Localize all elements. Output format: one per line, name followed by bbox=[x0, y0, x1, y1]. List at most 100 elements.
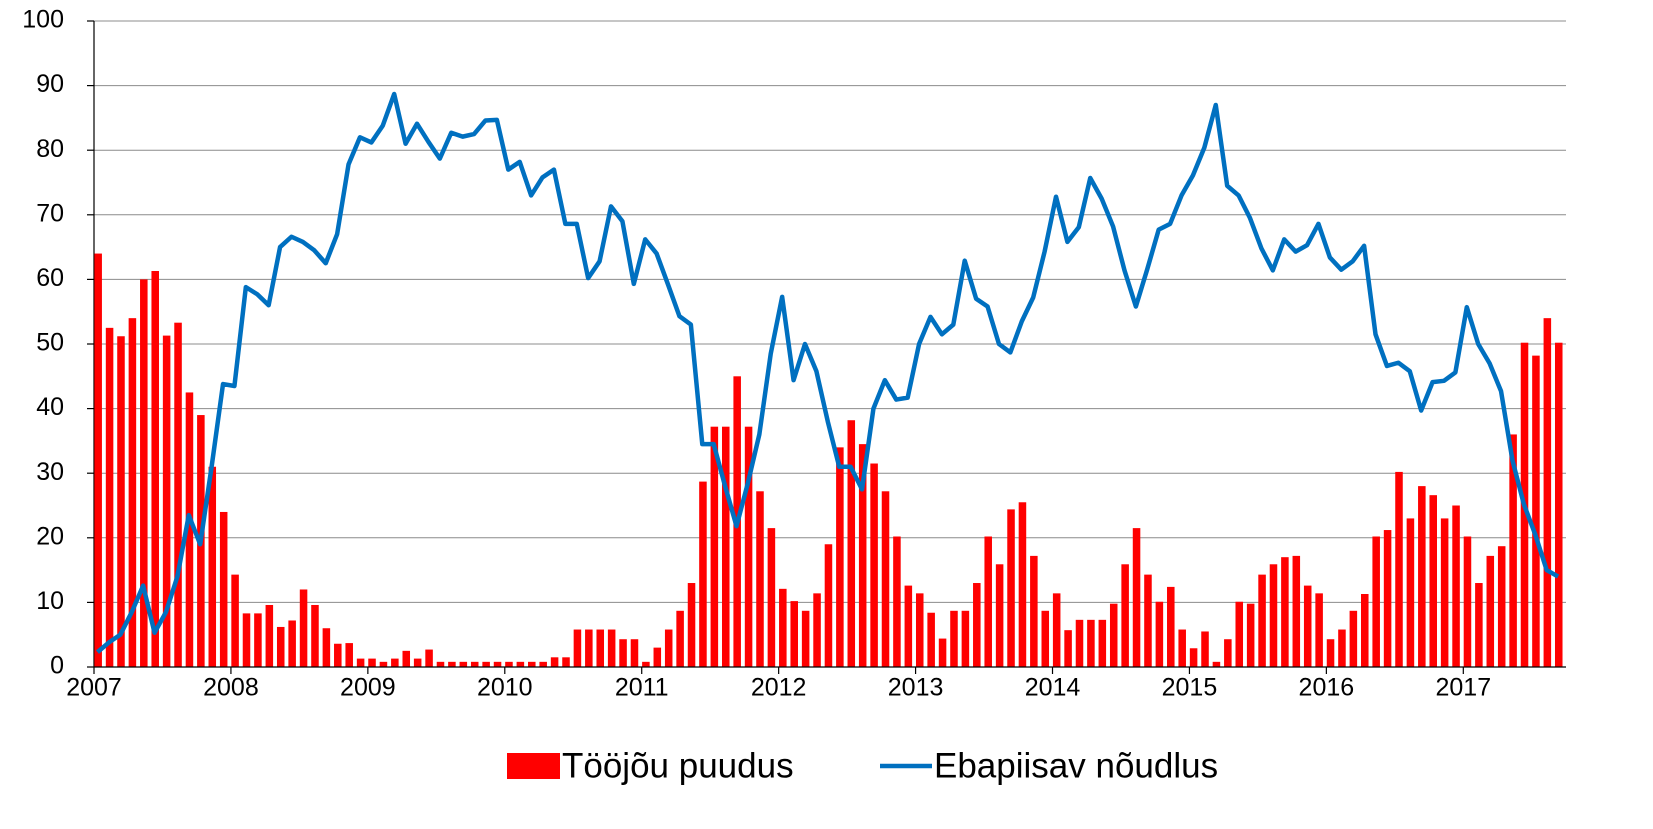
x-tick-label: 2012 bbox=[751, 674, 807, 702]
bar bbox=[254, 613, 262, 667]
bar bbox=[779, 588, 787, 667]
bar bbox=[1224, 639, 1232, 667]
bar bbox=[642, 661, 650, 667]
bar bbox=[927, 612, 935, 667]
bar bbox=[573, 629, 582, 667]
y-tick-label: 50 bbox=[36, 329, 64, 357]
bar bbox=[1326, 639, 1335, 667]
bar bbox=[790, 601, 798, 667]
bar bbox=[1395, 471, 1403, 667]
bar bbox=[505, 661, 513, 667]
bar bbox=[1098, 619, 1107, 667]
bar bbox=[847, 420, 856, 667]
y-tick-label: 80 bbox=[36, 135, 64, 163]
bar bbox=[1052, 593, 1061, 667]
bar bbox=[1486, 555, 1495, 667]
bar bbox=[1041, 610, 1050, 667]
bar bbox=[402, 650, 411, 667]
y-tick-label: 40 bbox=[36, 393, 64, 421]
bar bbox=[1189, 648, 1198, 667]
bar bbox=[1406, 518, 1415, 667]
bar bbox=[493, 661, 502, 667]
legend-swatch bbox=[507, 753, 560, 779]
bar bbox=[368, 658, 376, 667]
bar bbox=[539, 661, 547, 667]
bar bbox=[813, 593, 821, 667]
bar bbox=[379, 661, 388, 667]
bar bbox=[1303, 585, 1312, 667]
bar bbox=[938, 638, 947, 667]
bar bbox=[1383, 530, 1392, 667]
bar bbox=[836, 447, 844, 667]
bar bbox=[1258, 574, 1266, 667]
bar bbox=[1509, 434, 1517, 667]
bar bbox=[1554, 342, 1563, 667]
bar bbox=[1212, 661, 1221, 667]
bar bbox=[973, 583, 981, 667]
x-tick-label: 2017 bbox=[1435, 674, 1491, 702]
bar bbox=[140, 279, 148, 667]
bar bbox=[1440, 518, 1449, 667]
bar bbox=[699, 481, 707, 667]
bar bbox=[664, 629, 673, 667]
bar bbox=[1269, 564, 1278, 667]
bar bbox=[950, 610, 958, 667]
bar bbox=[94, 253, 102, 667]
bar bbox=[219, 511, 228, 667]
bar bbox=[893, 536, 901, 667]
bar bbox=[231, 574, 239, 667]
bar bbox=[1246, 603, 1255, 667]
bar bbox=[334, 643, 342, 667]
bar bbox=[345, 643, 353, 667]
bar bbox=[1281, 557, 1289, 667]
bar bbox=[870, 463, 878, 667]
y-tick-label: 30 bbox=[36, 458, 64, 486]
bar bbox=[1349, 610, 1358, 667]
bar bbox=[653, 647, 662, 667]
bar bbox=[391, 658, 399, 667]
bar bbox=[984, 536, 992, 667]
bar bbox=[756, 491, 764, 667]
bar bbox=[1167, 586, 1175, 667]
bar bbox=[710, 426, 719, 667]
bar bbox=[1361, 594, 1369, 667]
bar bbox=[1315, 593, 1323, 667]
bar bbox=[619, 639, 627, 667]
bar bbox=[448, 661, 456, 667]
bar bbox=[425, 649, 433, 667]
bar bbox=[1543, 318, 1552, 667]
bar bbox=[185, 392, 194, 667]
bar bbox=[311, 604, 319, 667]
bar bbox=[1178, 629, 1186, 667]
bar bbox=[128, 318, 137, 667]
y-tick-label: 0 bbox=[50, 652, 64, 680]
bar bbox=[824, 544, 833, 667]
bar bbox=[1018, 502, 1027, 667]
bar bbox=[1338, 629, 1346, 667]
x-tick-label: 2008 bbox=[203, 674, 259, 702]
bar bbox=[1452, 505, 1460, 667]
y-tick-label: 60 bbox=[36, 264, 64, 292]
x-tick-label: 2016 bbox=[1299, 674, 1355, 702]
bar bbox=[1155, 601, 1164, 667]
bar bbox=[961, 610, 970, 667]
bar bbox=[276, 626, 285, 667]
bar bbox=[1497, 546, 1506, 667]
bar bbox=[436, 661, 445, 667]
x-tick-label: 2010 bbox=[477, 674, 533, 702]
bar bbox=[801, 610, 810, 667]
x-tick-label: 2009 bbox=[340, 674, 396, 702]
bar bbox=[1372, 536, 1380, 667]
bar bbox=[858, 444, 867, 667]
bar bbox=[1109, 603, 1118, 667]
bar bbox=[721, 426, 730, 667]
bar bbox=[528, 661, 536, 667]
bar bbox=[904, 585, 913, 667]
bar bbox=[630, 639, 639, 667]
bar bbox=[265, 604, 274, 667]
bar bbox=[1235, 601, 1244, 667]
bar bbox=[596, 629, 605, 667]
bar bbox=[1532, 355, 1540, 667]
y-tick-label: 90 bbox=[36, 70, 64, 98]
